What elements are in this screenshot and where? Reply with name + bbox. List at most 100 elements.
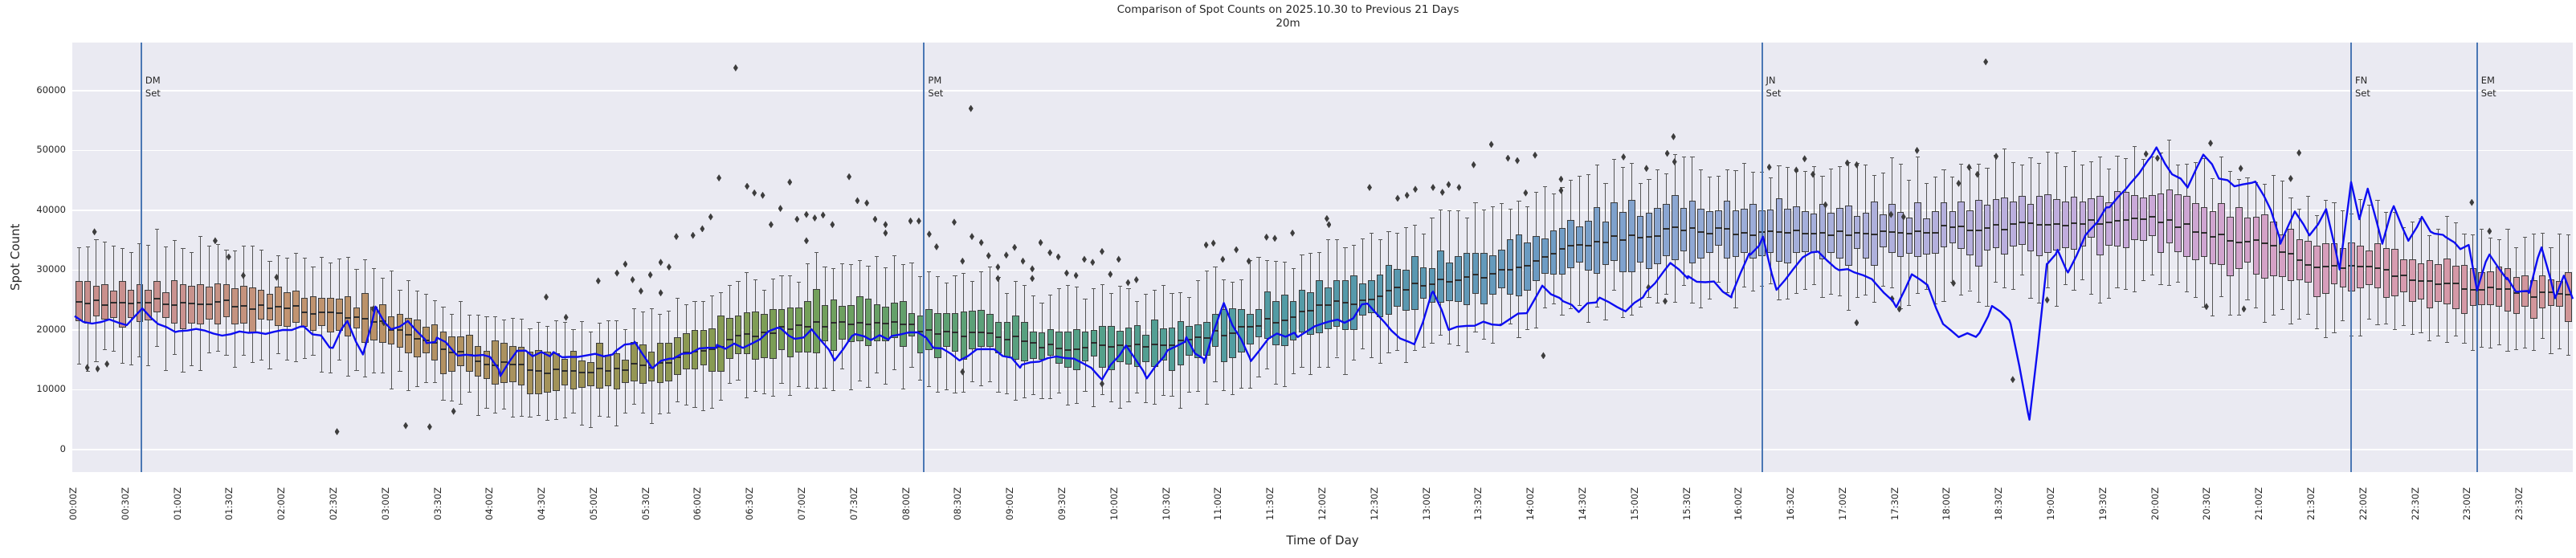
outlier-diamond bbox=[1488, 141, 1494, 149]
whisker-cap-bottom bbox=[215, 350, 220, 352]
box-bin bbox=[92, 286, 100, 317]
whisker-cap-top bbox=[2505, 229, 2510, 230]
whisker-cap-bottom bbox=[1204, 404, 1209, 405]
outlier-diamond bbox=[226, 253, 231, 261]
box-median-line bbox=[127, 303, 135, 305]
box-median-line bbox=[761, 331, 768, 333]
box-median-line bbox=[1472, 273, 1480, 275]
whisker-cap-bottom bbox=[1594, 307, 1599, 308]
whisker-cap-top bbox=[2375, 199, 2380, 201]
whisker-cap-top bbox=[675, 297, 680, 299]
whisker-cap-top bbox=[2496, 238, 2501, 240]
box-bin bbox=[717, 316, 725, 373]
whisker-cap-bottom bbox=[1672, 301, 1677, 303]
outlier-diamond bbox=[916, 217, 921, 225]
whisker-cap-bottom bbox=[154, 346, 160, 348]
box-median-line bbox=[1827, 234, 1835, 237]
box-bin bbox=[1645, 212, 1653, 269]
outlier-diamond bbox=[1966, 163, 1972, 171]
outlier-diamond bbox=[2469, 198, 2475, 206]
whisker-cap-top bbox=[2063, 166, 2068, 168]
box-median-line bbox=[2096, 222, 2104, 225]
box-bin bbox=[1611, 202, 1619, 262]
x-tick-label: 10:30Z bbox=[1160, 487, 1172, 520]
whisker-cap-top bbox=[181, 248, 186, 250]
whisker-cap-top bbox=[284, 258, 290, 259]
box-median-line bbox=[344, 317, 352, 320]
whisker-cap-bottom bbox=[1386, 352, 1391, 353]
box-median-line bbox=[569, 369, 578, 372]
x-tick-label: 06:30Z bbox=[744, 487, 756, 520]
box-median-line bbox=[2113, 219, 2121, 222]
box-median-line bbox=[1923, 232, 1930, 234]
whisker-cap-bottom bbox=[597, 416, 602, 417]
outlier-diamond bbox=[647, 271, 653, 279]
whisker-cap-top bbox=[2028, 157, 2033, 158]
whisker-cap-top bbox=[163, 246, 168, 247]
whisker-cap-bottom bbox=[2514, 348, 2519, 350]
box-median-line bbox=[942, 331, 950, 333]
whisker-cap-top bbox=[1117, 286, 1122, 287]
whisker-cap-bottom bbox=[1213, 381, 1218, 382]
whisker-cap-bottom bbox=[1490, 343, 1496, 344]
box-bin bbox=[1385, 264, 1393, 316]
outlier-diamond bbox=[1012, 243, 1018, 251]
outlier-diamond bbox=[2487, 227, 2492, 235]
whisker-cap-bottom bbox=[2184, 291, 2190, 293]
box-median-line bbox=[994, 336, 1002, 339]
whisker-cap-top bbox=[2314, 214, 2320, 216]
box-median-line bbox=[1810, 233, 1818, 235]
box-median-line bbox=[2435, 283, 2442, 286]
outlier-diamond bbox=[908, 217, 913, 225]
box-bin bbox=[855, 295, 863, 342]
whisker-cap-bottom bbox=[588, 426, 594, 428]
box-median-line bbox=[275, 305, 283, 308]
whisker-cap-bottom bbox=[761, 393, 767, 395]
box-bin bbox=[2435, 263, 2442, 302]
whisker-cap-bottom bbox=[1247, 387, 1252, 389]
box-median-line bbox=[92, 299, 100, 301]
box-median-line bbox=[2218, 234, 2225, 236]
box-median-line bbox=[1541, 255, 1549, 258]
whisker-cap-top bbox=[2297, 208, 2302, 210]
box-median-line bbox=[318, 312, 326, 314]
today-line-path bbox=[74, 146, 2574, 421]
box-median-line bbox=[795, 324, 802, 326]
outlier-diamond bbox=[960, 257, 965, 265]
whisker-cap-bottom bbox=[2141, 279, 2146, 281]
whisker-cap-bottom bbox=[476, 414, 480, 416]
box-median-line bbox=[544, 372, 551, 374]
outlier-diamond bbox=[1431, 184, 1436, 192]
box-bin bbox=[1819, 204, 1827, 259]
whisker-cap-top bbox=[2193, 161, 2198, 163]
whisker-cap-bottom bbox=[2263, 322, 2268, 324]
whisker-cap-top bbox=[2480, 228, 2484, 230]
whisker-cap-top bbox=[918, 276, 923, 278]
outlier-diamond bbox=[1854, 161, 1860, 169]
outlier-diamond bbox=[926, 230, 932, 238]
whisker-cap-bottom bbox=[1378, 362, 1382, 364]
box-median-line bbox=[1177, 339, 1185, 341]
box-median-line bbox=[1246, 326, 1254, 328]
whisker-cap-top bbox=[840, 263, 845, 265]
whisker-cap-top bbox=[2444, 216, 2449, 218]
outlier-diamond bbox=[1210, 239, 1216, 247]
whisker-cap-top bbox=[1742, 162, 1747, 164]
whisker-cap-top bbox=[458, 300, 463, 302]
whisker-cap-bottom bbox=[1620, 316, 1626, 318]
whisker-cap-bottom bbox=[978, 385, 984, 386]
outlier-diamond bbox=[803, 210, 809, 218]
box-median-line bbox=[535, 369, 543, 372]
box-median-line bbox=[1498, 269, 1505, 271]
box-median-line bbox=[1741, 231, 1749, 234]
whisker-cap-top bbox=[1551, 193, 1556, 194]
x-tick-label: 02:30Z bbox=[327, 487, 339, 520]
box-median-line bbox=[830, 321, 838, 324]
box-bin bbox=[2530, 280, 2537, 319]
outlier-diamond bbox=[1246, 257, 1251, 265]
box-median-line bbox=[1402, 288, 1410, 291]
whisker-cap-bottom bbox=[1916, 293, 1921, 295]
whisker-cap-bottom bbox=[137, 356, 142, 357]
y-gridline bbox=[72, 269, 2573, 271]
box-bin bbox=[2113, 191, 2121, 246]
